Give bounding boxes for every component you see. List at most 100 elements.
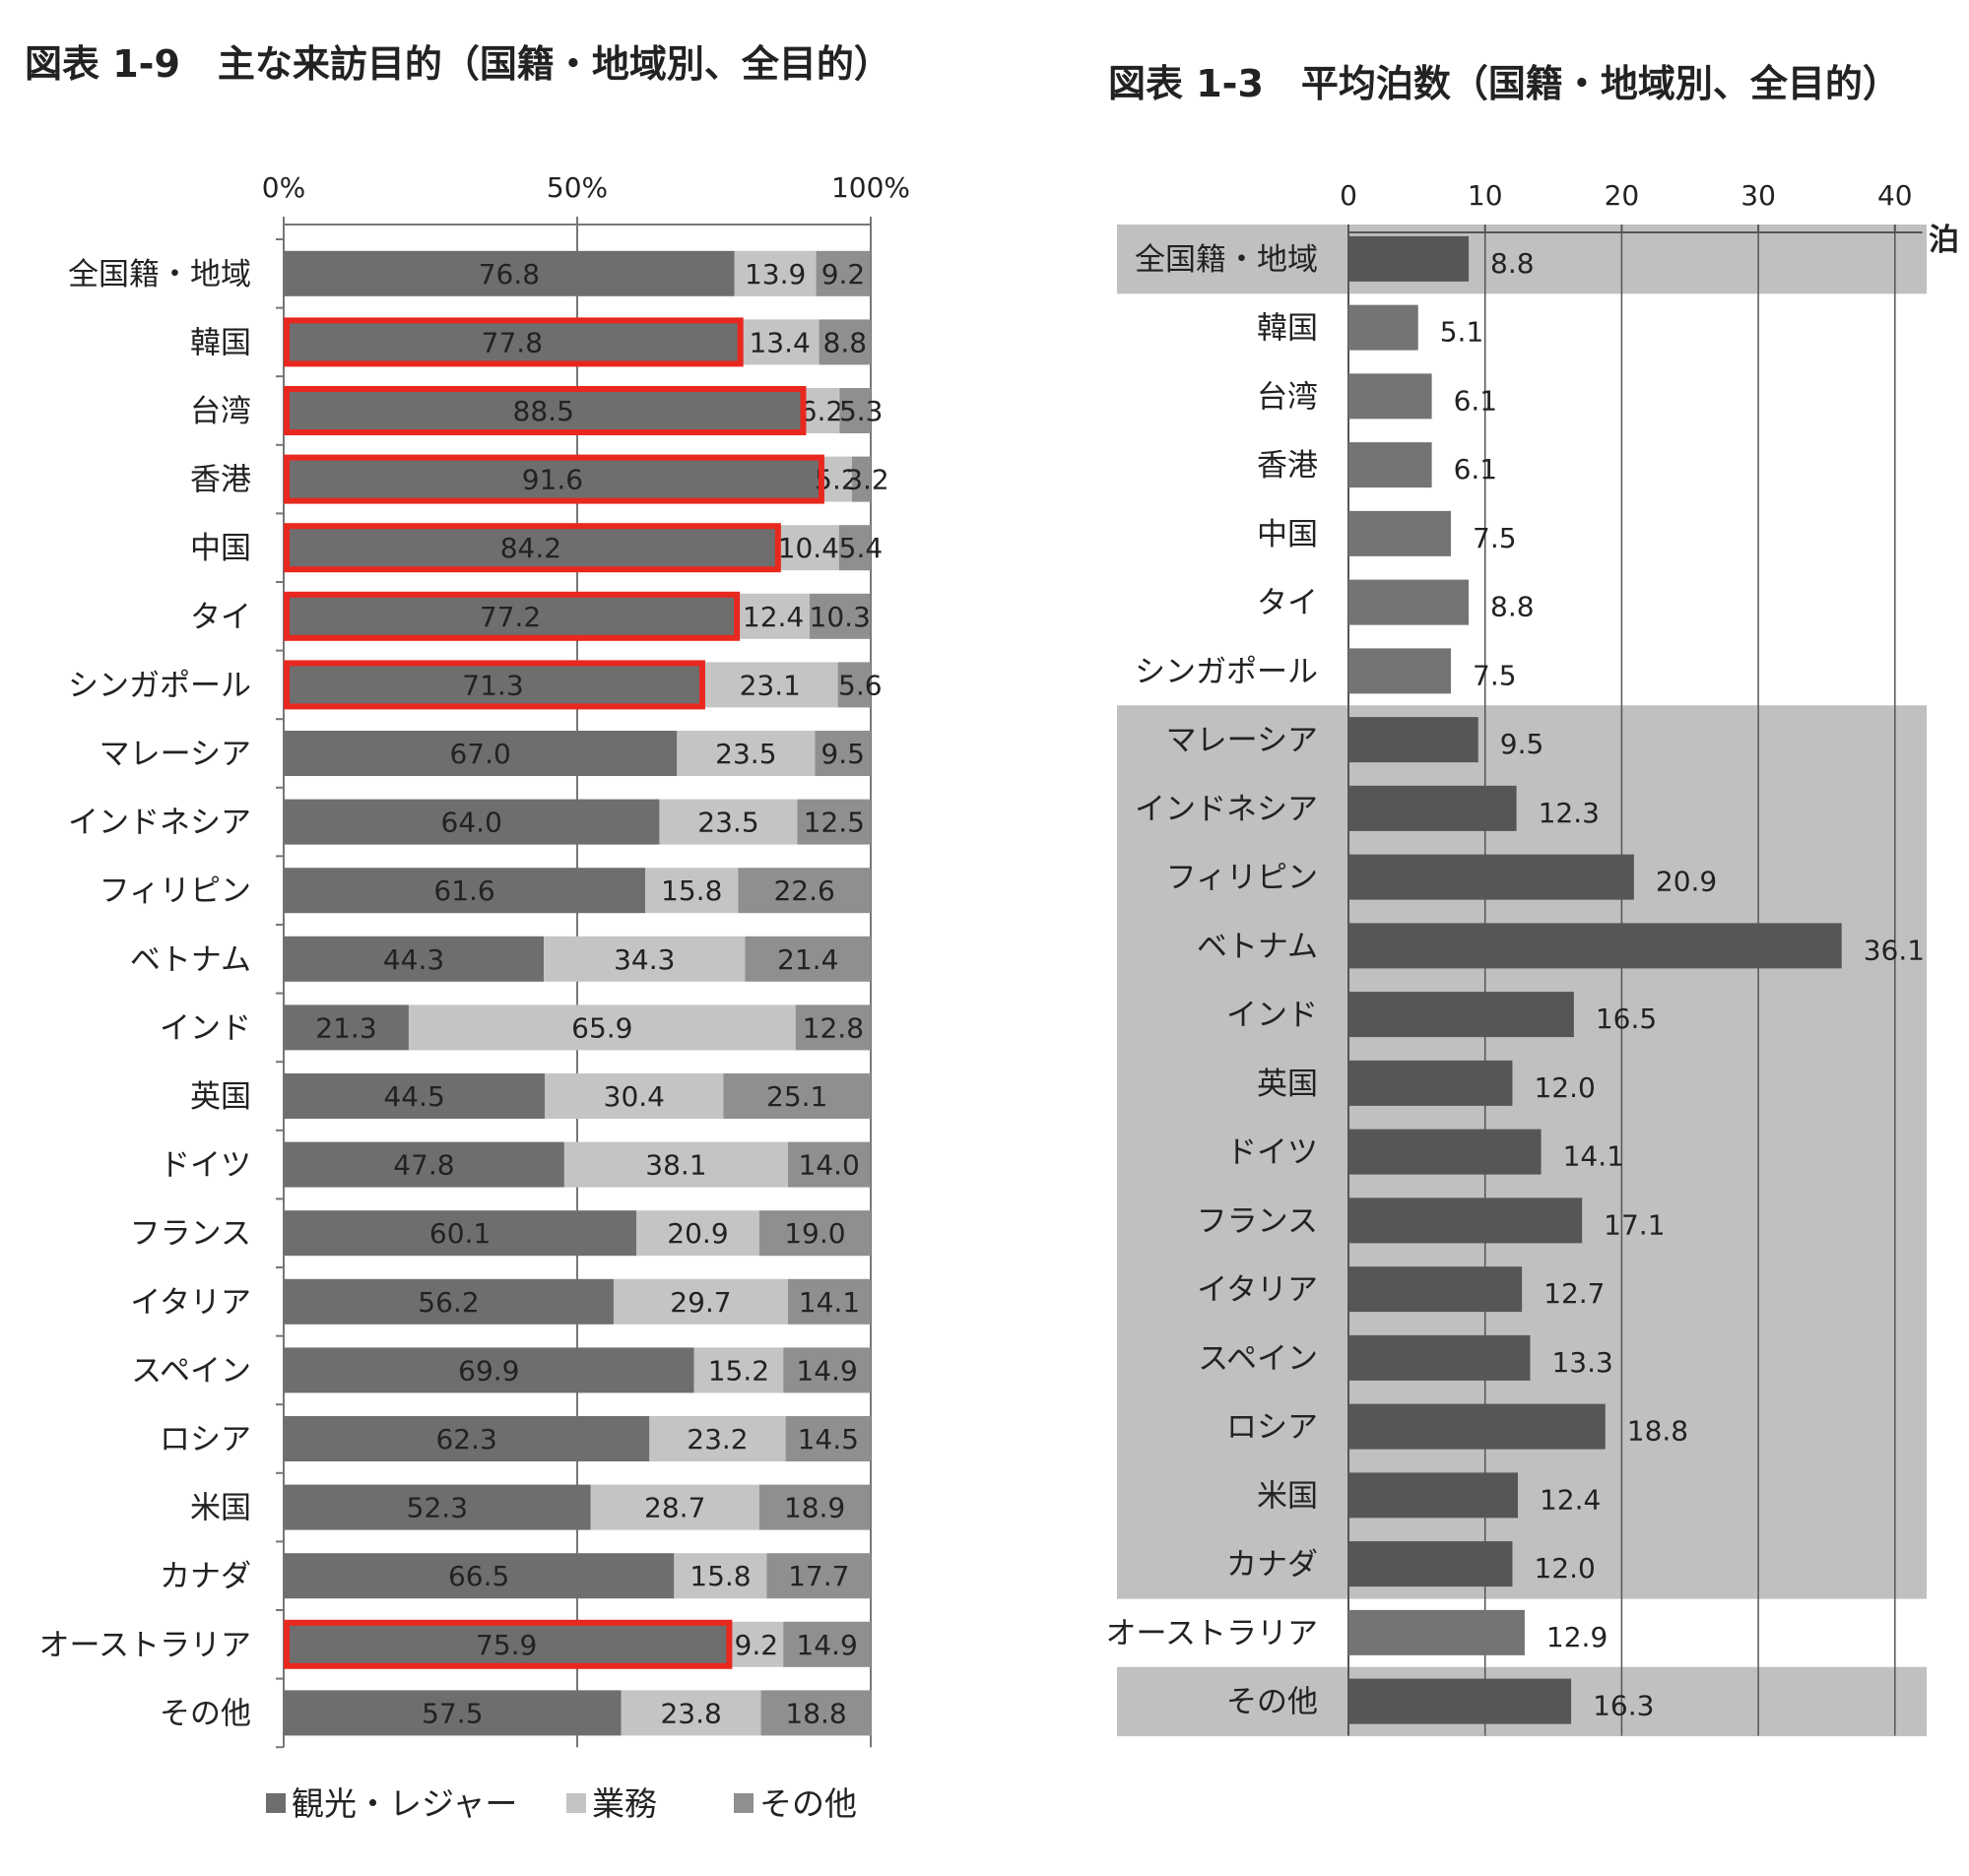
data-label: 44.3 bbox=[383, 943, 444, 976]
data-label: 91.6 bbox=[522, 464, 583, 496]
category-label: イタリア bbox=[1197, 1272, 1318, 1308]
data-label: 16.5 bbox=[1596, 1003, 1657, 1035]
data-label: 22.6 bbox=[773, 874, 834, 907]
data-label: 30.4 bbox=[604, 1080, 665, 1113]
data-label: 23.5 bbox=[697, 807, 758, 839]
highlight-box bbox=[284, 454, 824, 504]
data-label: 56.2 bbox=[418, 1286, 479, 1319]
shaded-band bbox=[1117, 1049, 1927, 1119]
other-segment bbox=[783, 1347, 871, 1393]
data-label: 17.1 bbox=[1604, 1208, 1665, 1241]
data-label: 12.3 bbox=[1539, 797, 1600, 829]
legend-swatch bbox=[266, 1793, 286, 1813]
nights-bar bbox=[1348, 304, 1418, 351]
data-label: 47.8 bbox=[393, 1149, 454, 1182]
category-label: スペイン bbox=[1198, 1341, 1318, 1377]
nights-bar bbox=[1348, 235, 1470, 282]
business-segment bbox=[803, 388, 840, 433]
data-label: 12.7 bbox=[1543, 1277, 1605, 1310]
leisure-segment bbox=[284, 799, 660, 845]
nights-bar bbox=[1348, 717, 1478, 763]
category-label: 米国 bbox=[1257, 1478, 1318, 1514]
other-segment bbox=[785, 1416, 871, 1461]
legend-label: 業務 bbox=[592, 1784, 657, 1823]
data-label: 25.1 bbox=[766, 1080, 827, 1113]
data-label: 5.4 bbox=[839, 532, 884, 564]
other-segment bbox=[787, 1141, 871, 1188]
data-label: 71.3 bbox=[462, 669, 523, 701]
data-label: 12.0 bbox=[1534, 1071, 1595, 1104]
legend-label: その他 bbox=[759, 1784, 857, 1823]
shaded-band bbox=[1117, 1460, 1927, 1530]
business-segment bbox=[820, 456, 852, 502]
other-segment bbox=[851, 456, 871, 502]
category-label: インド bbox=[1226, 998, 1318, 1033]
category-label: 韓国 bbox=[1257, 311, 1318, 347]
data-label: 36.1 bbox=[1864, 934, 1925, 966]
other-segment bbox=[837, 662, 871, 708]
other-segment bbox=[723, 1073, 871, 1119]
data-label: 12.0 bbox=[1534, 1552, 1595, 1585]
category-label: オーストラリア bbox=[39, 1628, 251, 1663]
business-segment bbox=[737, 593, 811, 639]
data-label: 8.8 bbox=[823, 326, 868, 358]
legend-swatch bbox=[566, 1793, 586, 1813]
data-label: 9.2 bbox=[735, 1629, 779, 1661]
data-label: 52.3 bbox=[407, 1492, 468, 1524]
data-label: 77.2 bbox=[480, 601, 541, 633]
data-label: 7.5 bbox=[1473, 659, 1517, 691]
category-label: マレーシア bbox=[99, 737, 251, 772]
category-label: 台湾 bbox=[1257, 379, 1318, 415]
data-label: 6.2 bbox=[800, 395, 844, 427]
leisure-segment bbox=[284, 1141, 564, 1188]
data-label: 5.3 bbox=[839, 395, 884, 427]
other-segment bbox=[766, 1553, 871, 1599]
nights-bar bbox=[1348, 510, 1452, 556]
data-label: 5.6 bbox=[838, 669, 883, 701]
leisure-segment bbox=[284, 250, 735, 296]
category-label: スペイン bbox=[131, 1353, 251, 1389]
data-label: 15.8 bbox=[689, 1560, 751, 1592]
leisure-segment bbox=[284, 1416, 650, 1461]
data-label: 18.9 bbox=[784, 1492, 845, 1524]
nights-bar bbox=[1348, 1541, 1513, 1587]
data-label: 21.3 bbox=[315, 1011, 376, 1044]
category-label: タイ bbox=[1257, 586, 1318, 621]
leisure-segment bbox=[284, 731, 678, 776]
category-label: フランス bbox=[1197, 1203, 1318, 1239]
category-label: 全国籍・地域 bbox=[1135, 242, 1318, 278]
shaded-band bbox=[1117, 705, 1927, 775]
leisure-segment bbox=[284, 936, 545, 982]
category-label: ロシア bbox=[160, 1422, 251, 1457]
highlight-box bbox=[284, 317, 744, 367]
other-segment bbox=[745, 936, 871, 982]
nights-bar bbox=[1348, 1266, 1523, 1313]
category-label: ドイツ bbox=[160, 1148, 251, 1184]
x-tick-label: 30 bbox=[1740, 179, 1776, 212]
unit-label: 泊 bbox=[1929, 223, 1959, 258]
category-label: 米国 bbox=[190, 1491, 251, 1526]
nights-bar bbox=[1348, 442, 1432, 488]
highlight-box bbox=[284, 660, 705, 710]
data-label: 44.5 bbox=[383, 1080, 444, 1113]
category-label: 英国 bbox=[190, 1079, 251, 1115]
x-tick-label: 10 bbox=[1468, 179, 1503, 212]
data-label: 28.7 bbox=[644, 1492, 705, 1524]
nights-bar bbox=[1348, 579, 1470, 625]
other-segment bbox=[795, 1004, 871, 1051]
nights-bar bbox=[1348, 1678, 1572, 1724]
leisure-segment bbox=[284, 456, 821, 502]
leisure-segment bbox=[284, 593, 738, 639]
category-label: シンガポール bbox=[68, 668, 251, 703]
category-label: タイ bbox=[190, 600, 251, 635]
nights-bar bbox=[1348, 373, 1432, 420]
nights-bar bbox=[1348, 1129, 1542, 1175]
data-label: 9.5 bbox=[1500, 728, 1544, 760]
data-label: 13.9 bbox=[745, 258, 806, 291]
nights-bar bbox=[1348, 785, 1517, 831]
nights-bar bbox=[1348, 1060, 1513, 1106]
category-label: 中国 bbox=[190, 531, 251, 566]
business-segment bbox=[740, 319, 820, 365]
category-label: イタリア bbox=[130, 1285, 251, 1321]
leisure-segment bbox=[284, 1210, 637, 1257]
